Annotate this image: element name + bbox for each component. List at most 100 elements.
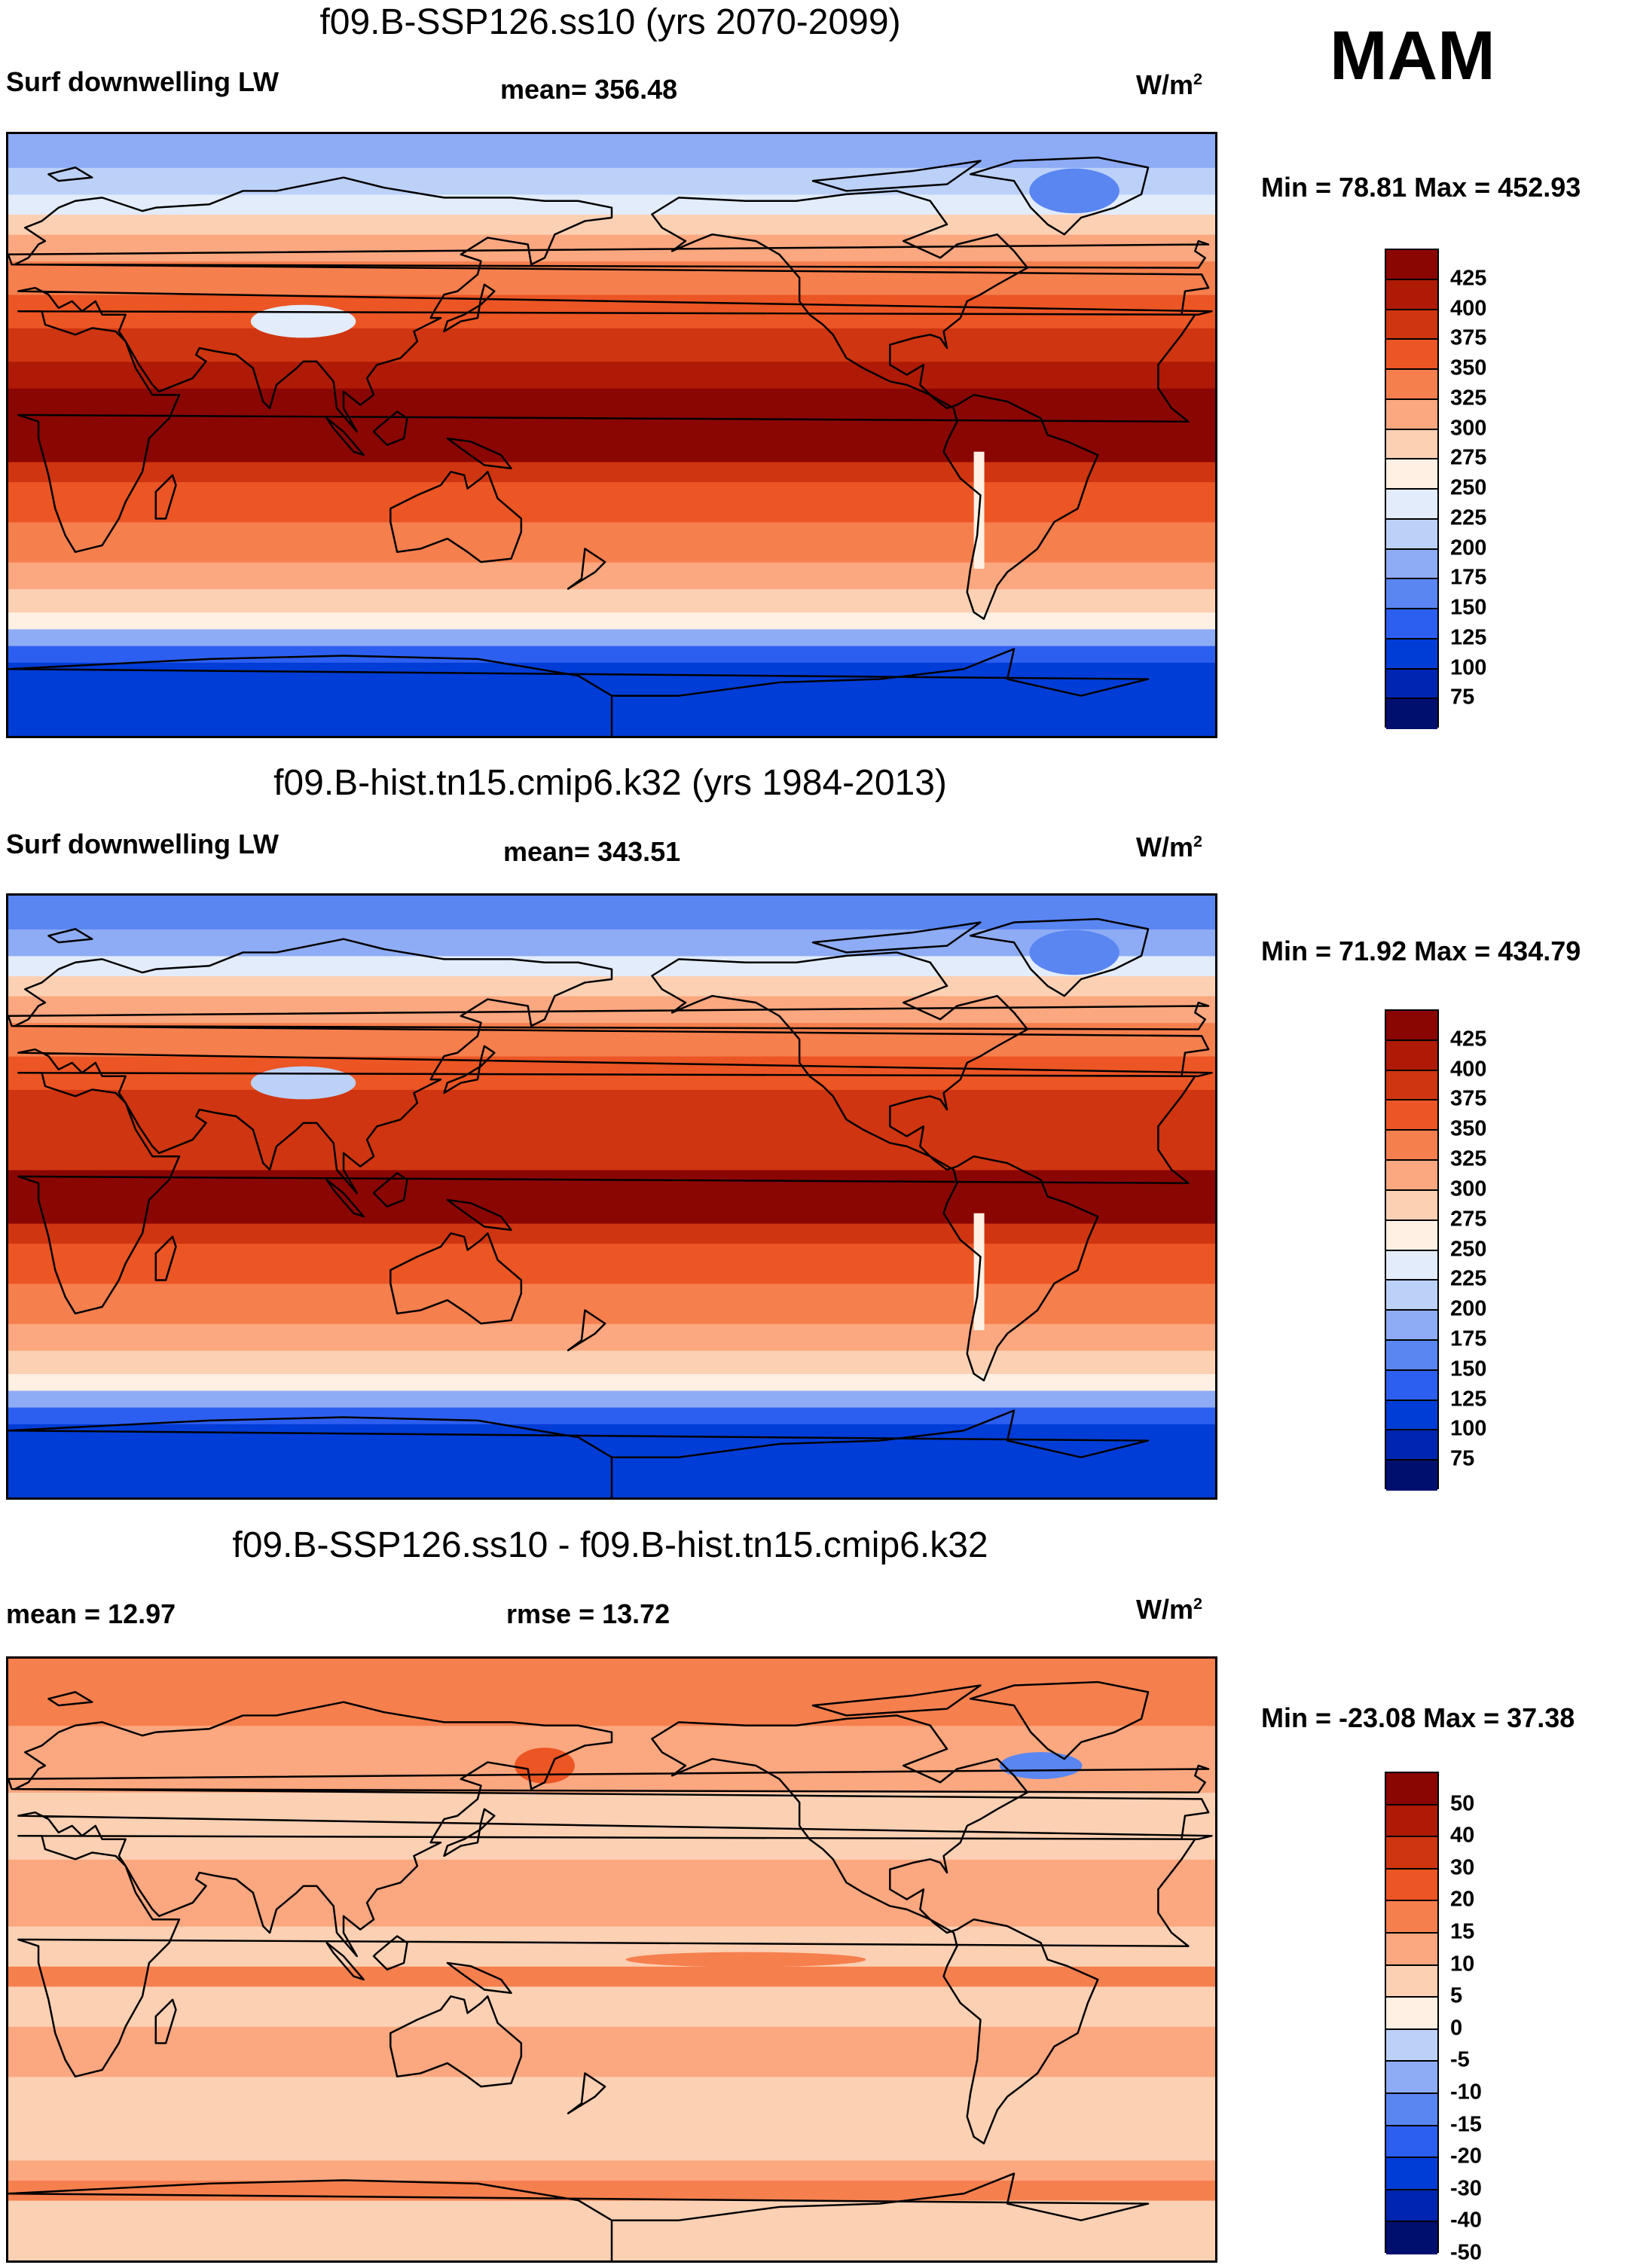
colorbar-swatch bbox=[1386, 310, 1437, 340]
colorbar-tick-label: 50 bbox=[1450, 1791, 1475, 1816]
panel-1-units: W/m2 bbox=[1136, 69, 1203, 100]
colorbar-swatch bbox=[1386, 1161, 1437, 1191]
contour-band bbox=[8, 2026, 1215, 2077]
colorbar-tick-label: 400 bbox=[1450, 296, 1487, 320]
colorbar-tick-label: 250 bbox=[1450, 475, 1487, 500]
colorbar-swatch bbox=[1386, 1430, 1437, 1461]
colorbar-swatch bbox=[1386, 2029, 1437, 2062]
coastline-greenland bbox=[969, 156, 1150, 236]
greenland-cold-spot bbox=[1029, 929, 1119, 975]
coastline-nz bbox=[567, 548, 606, 590]
coastline-eurasia bbox=[14, 938, 1213, 1195]
colorbar-swatch bbox=[1386, 669, 1437, 700]
colorbar-swatch bbox=[1386, 1311, 1437, 1341]
contour-band bbox=[8, 361, 1215, 389]
colorbar-tick-label: 150 bbox=[1450, 595, 1487, 620]
coastline-arctic_isl bbox=[811, 921, 982, 954]
contour-band bbox=[8, 1407, 1215, 1424]
colorbar-swatch bbox=[1386, 519, 1437, 550]
colorbar-tick-label: 375 bbox=[1450, 1086, 1487, 1111]
colorbar-tick-label: 15 bbox=[1450, 1919, 1475, 1944]
coastline-arctic_isl bbox=[811, 160, 982, 192]
coastline-africa bbox=[17, 1834, 1196, 2078]
colorbar-swatch bbox=[1386, 549, 1437, 580]
colorbar-tick-label: 400 bbox=[1450, 1057, 1487, 1082]
contour-band bbox=[8, 328, 1215, 362]
colorbar-swatch bbox=[1386, 1011, 1437, 1041]
coastline-sumatra bbox=[325, 1942, 365, 1981]
panel-2-units: W/m2 bbox=[1136, 832, 1203, 862]
colorbar-tick-label: -10 bbox=[1450, 2080, 1482, 2105]
colorbar-swatch bbox=[1386, 2190, 1437, 2223]
colorbar-tick-label: -40 bbox=[1450, 2208, 1482, 2233]
colorbar-swatch bbox=[1386, 279, 1437, 310]
greenland-cold-spot bbox=[1029, 168, 1119, 214]
colorbar-tick-label: 125 bbox=[1450, 625, 1487, 650]
contour-band bbox=[8, 1859, 1215, 1927]
coastline-africa bbox=[17, 1071, 1196, 1315]
coastline-japan bbox=[443, 283, 496, 333]
coastline-madagascar bbox=[154, 1998, 177, 2044]
map-canvas bbox=[8, 896, 1215, 1497]
coastline-greenland bbox=[969, 917, 1150, 997]
contour-band bbox=[8, 1323, 1215, 1351]
colorbar-tick-label: 300 bbox=[1450, 1177, 1487, 1201]
colorbar-tick-label: 30 bbox=[1450, 1855, 1475, 1880]
colorbar-swatch bbox=[1386, 399, 1437, 430]
panel-3-title: f09.B-SSP126.ss10 - f09.B-hist.tn15.cmip… bbox=[232, 1525, 988, 1565]
coastline-madagascar bbox=[154, 474, 177, 520]
panel-1-map bbox=[6, 132, 1217, 738]
coastline-africa bbox=[17, 310, 1196, 554]
colorbar-swatch bbox=[1386, 2126, 1437, 2159]
coastline-uk bbox=[8, 1764, 1210, 1793]
contour-band bbox=[8, 1373, 1215, 1391]
coastline-antarctica bbox=[8, 1409, 1150, 1497]
colorbar-tick-label: 225 bbox=[1450, 505, 1487, 530]
coastline-borneo bbox=[372, 1172, 408, 1208]
coastline-svalbard bbox=[47, 166, 93, 182]
coastline-americas bbox=[651, 1714, 1099, 2144]
coastline-uk bbox=[8, 240, 1210, 269]
contour-band bbox=[8, 1986, 1215, 2027]
colorbar-tick-label: 225 bbox=[1450, 1266, 1487, 1291]
colorbar-tick-label: -50 bbox=[1450, 2240, 1482, 2265]
colorbar-swatch bbox=[1386, 1370, 1437, 1401]
colorbar-swatch bbox=[1386, 2158, 1437, 2190]
kamchatka-warm-spot bbox=[515, 1748, 575, 1784]
panel-3-map bbox=[6, 1656, 1217, 2263]
contour-band bbox=[8, 996, 1215, 1024]
coastline-japan bbox=[443, 1808, 496, 1857]
colorbar-tick-label: 150 bbox=[1450, 1357, 1487, 1381]
contour-band bbox=[8, 1283, 1215, 1324]
panel-2-mean-label: mean= 343.51 bbox=[503, 836, 681, 867]
colorbar-tick-label: 0 bbox=[1450, 2016, 1463, 2041]
colorbar-swatch bbox=[1386, 1461, 1437, 1491]
coastline-australia bbox=[389, 1232, 523, 1325]
panel-1-mean-label: mean= 356.48 bbox=[500, 74, 678, 105]
season-label: MAM bbox=[1330, 17, 1495, 94]
colorbar-swatch bbox=[1386, 1998, 1437, 2030]
contour-band bbox=[8, 2076, 1215, 2161]
colorbar-tick-label: 175 bbox=[1450, 565, 1487, 590]
contour-band bbox=[8, 628, 1215, 646]
contour-band bbox=[8, 1122, 1215, 1171]
colorbar-swatch bbox=[1386, 1837, 1437, 1870]
colorbar-swatch bbox=[1386, 2062, 1437, 2094]
coastline-sumatra bbox=[325, 417, 365, 456]
panel-2-minmax: Min = 71.92 Max = 434.79 bbox=[1261, 936, 1581, 966]
contour-band bbox=[8, 612, 1215, 630]
coastline-sumatra bbox=[325, 1179, 365, 1218]
coastline-borneo bbox=[372, 1935, 408, 1971]
contour-band bbox=[8, 1659, 1215, 1726]
coastline-nz bbox=[567, 2072, 606, 2114]
coastline-americas bbox=[651, 951, 1099, 1381]
colorbar-swatch bbox=[1386, 1933, 1437, 1966]
colorbar-tick-label: 325 bbox=[1450, 1146, 1487, 1171]
panel-3-colorbar bbox=[1385, 1772, 1439, 2254]
contour-band bbox=[8, 1966, 1215, 1987]
coastline-svalbard bbox=[47, 928, 93, 944]
colorbar-tick-label: 425 bbox=[1450, 266, 1487, 291]
coastline-newguinea bbox=[446, 437, 512, 470]
panel-2-map bbox=[6, 893, 1217, 1500]
colorbar-swatch bbox=[1386, 1040, 1437, 1071]
